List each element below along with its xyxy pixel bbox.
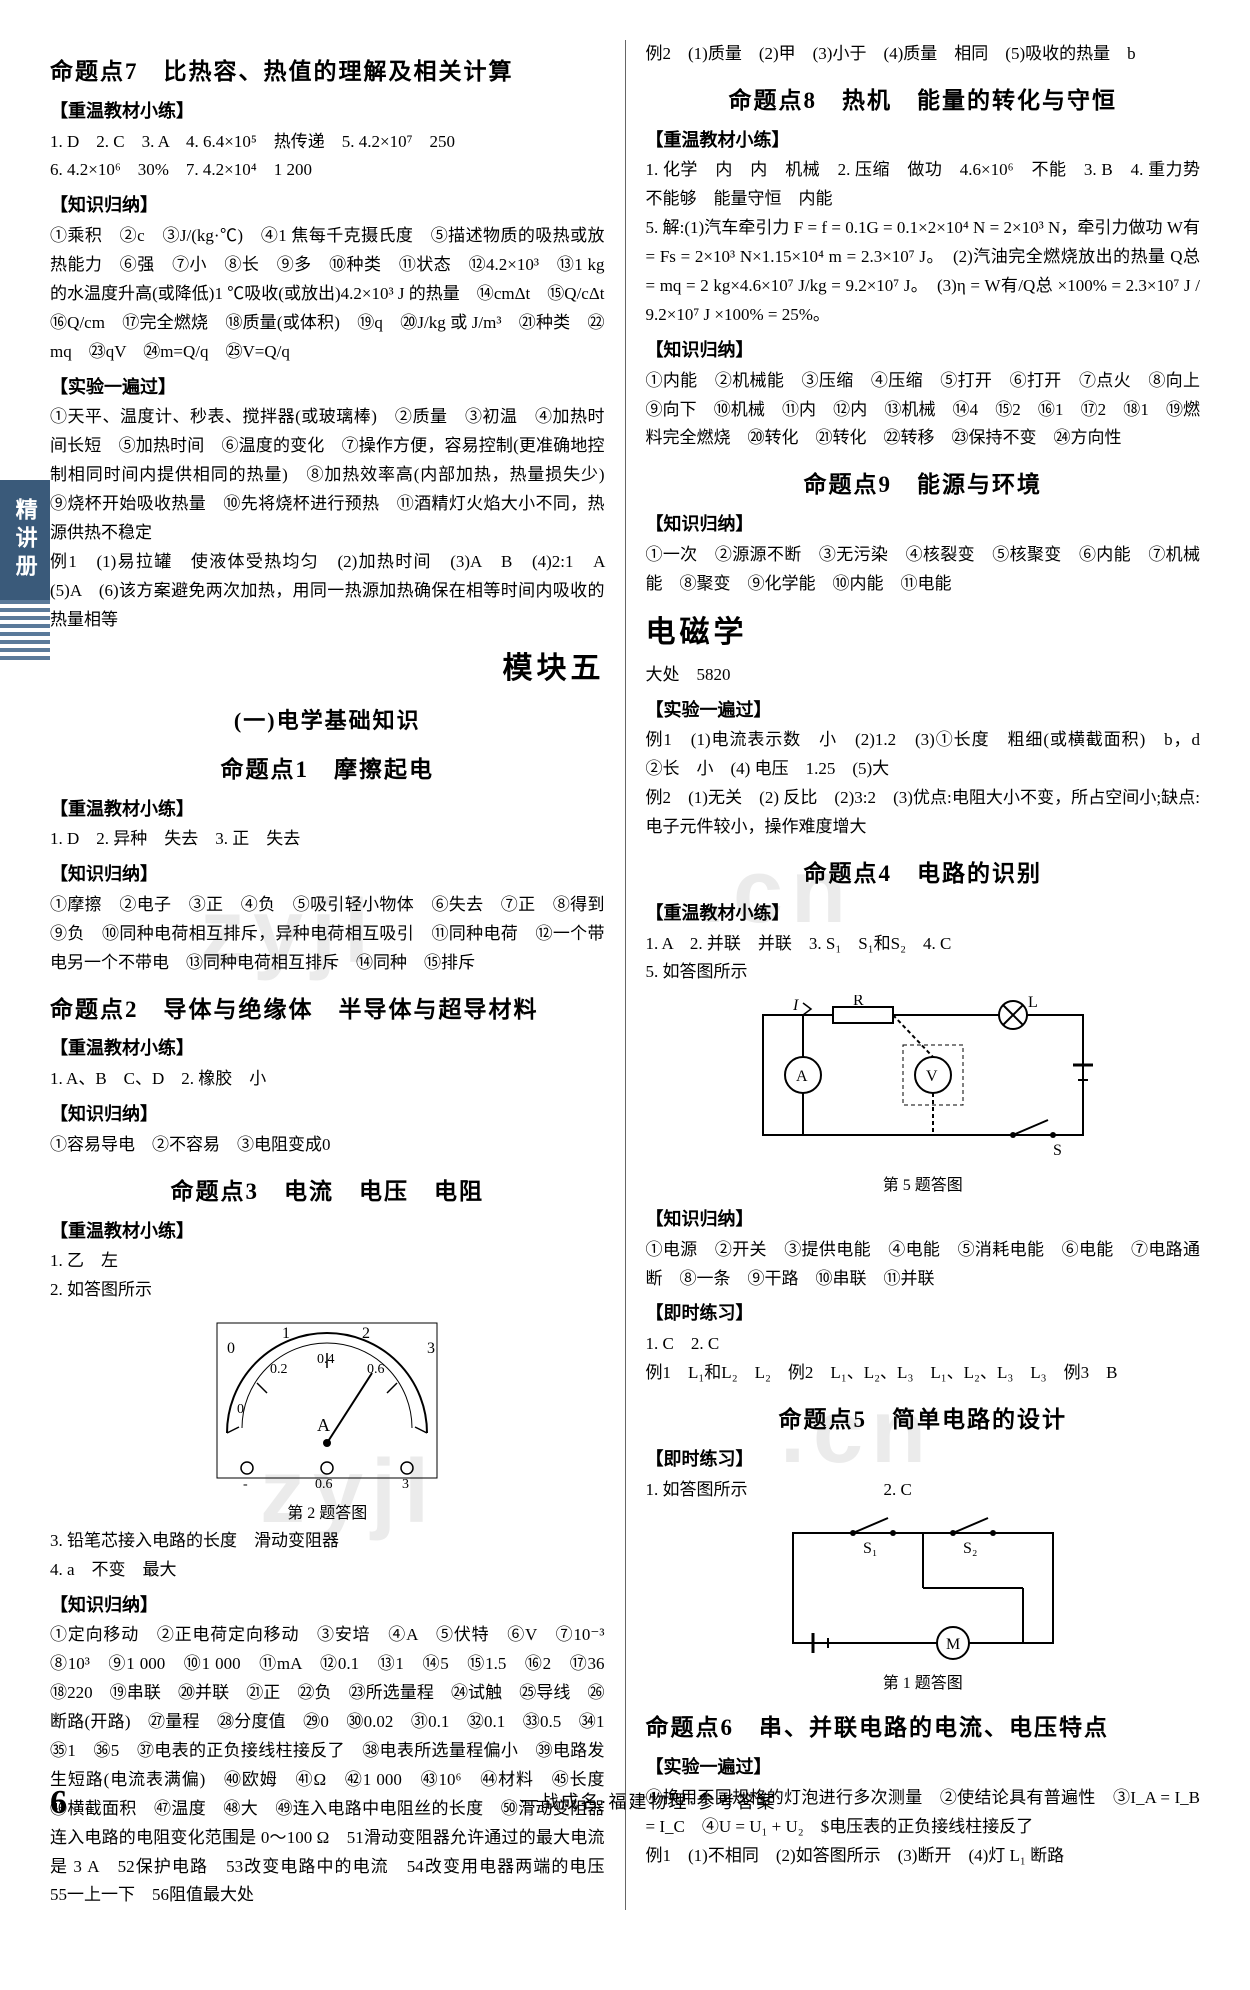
- t3-r2: 2. 如答图所示: [50, 1276, 605, 1305]
- know-label: 【知识归纳】: [50, 1100, 605, 1129]
- side-tab: 精讲册: [0, 480, 50, 600]
- svg-text:3: 3: [427, 1340, 435, 1357]
- t8-k1: ①内能 ②机械能 ③压缩 ④压缩 ⑤打开 ⑥打开 ⑦点火 ⑧向上 ⑨向下 ⑩机械…: [646, 367, 1201, 454]
- review-label: 【重温教材小练】: [50, 1034, 605, 1063]
- svg-text:R: R: [853, 995, 864, 1009]
- t7-r2: 6. 4.2×10⁶ 30% 7. 4.2×10⁴ 1 200: [50, 156, 605, 185]
- svg-text:0: 0: [227, 1340, 235, 1357]
- t8-r5: 5. 解:(1)汽车牵引力 F = f = 0.1G = 0.1×2×10⁴ N…: [646, 214, 1201, 330]
- svg-text:S: S: [1053, 1142, 1062, 1159]
- t4-r1: 1. A 2. 并联 并联 3. S₁ S₁和S₂ 4. C: [646, 930, 1201, 959]
- t3-r4: 4. a 不变 最大: [50, 1556, 605, 1585]
- topic6-title: 命题点6 串、并联电路的电流、电压特点: [646, 1710, 1201, 1747]
- circuit5-figure: R I A V L: [743, 995, 1103, 1165]
- t7-ex1: 例1 (1)易拉罐 使液体受热均匀 (2)加热时间 (3)A B (4)2:1 …: [50, 548, 605, 635]
- footer-text: 一战成名·福建物理·参考答案: [97, 1788, 1200, 1817]
- svg-text:1: 1: [282, 1325, 290, 1342]
- t3-k1: ①定向移动 ②正电荷定向移动 ③安培 ④A ⑤伏特 ⑥V ⑦10⁻³ ⑧10³ …: [50, 1621, 605, 1910]
- review-label: 【重温教材小练】: [50, 97, 605, 126]
- svg-text:2: 2: [362, 1325, 370, 1342]
- know-label: 【知识归纳】: [50, 191, 605, 220]
- topic8-title: 命题点8 热机 能量的转化与守恒: [646, 83, 1201, 120]
- svg-text:0.4: 0.4: [317, 1352, 335, 1367]
- t4-i1: 1. C 2. C: [646, 1330, 1201, 1359]
- big-line: 大处 5820: [646, 661, 1201, 690]
- t6-ex1: 例1 (1)不相同 (2)如答图所示 (3)断开 (4)灯 L₁ 断路: [646, 1842, 1201, 1871]
- t1-r1: 1. D 2. 异种 失去 3. 正 失去: [50, 825, 605, 854]
- circuit1-figure: S₁ S₂ M: [773, 1513, 1073, 1663]
- know-label: 【知识归纳】: [646, 1205, 1201, 1234]
- t7-r1: 1. D 2. C 3. A 4. 6.4×10⁵ 热传递 5. 4.2×10⁷…: [50, 128, 605, 157]
- left-column: 精讲册 命题点7 比热容、热值的理解及相关计算 【重温教材小练】 1. D 2.…: [50, 40, 605, 1910]
- review-label: 【重温教材小练】: [50, 1217, 605, 1246]
- svg-text:I: I: [792, 997, 799, 1014]
- inst-label: 【即时练习】: [646, 1299, 1201, 1328]
- t2-r1: 1. A、B C、D 2. 橡胶 小: [50, 1065, 605, 1094]
- inst-label: 【即时练习】: [646, 1445, 1201, 1474]
- side-stripes: [0, 600, 50, 660]
- svg-text:S₁: S₁: [863, 1540, 877, 1557]
- t3-r3: 3. 铅笔芯接入电路的长度 滑动变阻器: [50, 1527, 605, 1556]
- right-column: 例2 (1)质量 (2)甲 (3)小于 (4)质量 相同 (5)吸收的热量 b …: [646, 40, 1201, 1910]
- svg-text:0.6: 0.6: [315, 1477, 333, 1492]
- t5-figcap: 第 1 题答图: [646, 1671, 1201, 1697]
- r-ex2: 例2 (1)质量 (2)甲 (3)小于 (4)质量 相同 (5)吸收的热量 b: [646, 40, 1201, 69]
- exp-label: 【实验一遍过】: [50, 373, 605, 402]
- t8-r1: 1. 化学 内 内 机械 2. 压缩 做功 4.6×10⁶ 不能 3. B 4.…: [646, 156, 1201, 214]
- t4-r5: 5. 如答图所示: [646, 958, 1201, 987]
- column-divider: [625, 40, 626, 1910]
- t4-i2: 例1 L₁和L₂ L₂ 例2 L₁、L₂、L₃ L₁、L₂、L₃ L₃ 例3 B: [646, 1359, 1201, 1388]
- t7-k1: ①乘积 ②c ③J/(kg·℃) ④1 焦每千克摄氏度 ⑤描述物质的吸热或放热能…: [50, 222, 605, 366]
- t9-k1: ①一次 ②源源不断 ③无污染 ④核裂变 ⑤核聚变 ⑥内能 ⑦机械能 ⑧聚变 ⑨化…: [646, 541, 1201, 599]
- svg-text:-: -: [243, 1477, 248, 1492]
- svg-text:M: M: [946, 1636, 960, 1653]
- topic7-title: 命题点7 比热容、热值的理解及相关计算: [50, 54, 605, 91]
- topic1-title: 命题点1 摩擦起电: [50, 752, 605, 789]
- svg-text:0: 0: [237, 1402, 244, 1417]
- topic3-title: 命题点3 电流 电压 电阻: [50, 1174, 605, 1211]
- topic4-title: 命题点4 电路的识别: [646, 856, 1201, 893]
- know-label: 【知识归纳】: [646, 336, 1201, 365]
- svg-text:L: L: [1028, 995, 1038, 1011]
- topic2-title: 命题点2 导体与绝缘体 半导体与超导材料: [50, 992, 605, 1029]
- review-label: 【重温教材小练】: [646, 899, 1201, 928]
- topic5-title: 命题点5 简单电路的设计: [646, 1402, 1201, 1439]
- r-ex1: 例1 (1)电流表示数 小 (2)1.2 (3)①长度 粗细(或横截面积) b，…: [646, 726, 1201, 784]
- ammeter-figure: 0 1 2 3 0 0.2 0.4 0.6 A - 0.6 3: [187, 1313, 467, 1493]
- t4-figcap: 第 5 题答图: [646, 1173, 1201, 1199]
- t4-k1: ①电源 ②开关 ③提供电能 ④电能 ⑤消耗电能 ⑥电能 ⑦电路通断 ⑧一条 ⑨干…: [646, 1236, 1201, 1294]
- svg-text:A: A: [796, 1068, 808, 1085]
- svg-text:3: 3: [402, 1477, 409, 1492]
- know-label: 【知识归纳】: [50, 860, 605, 889]
- exp-label: 【实验一遍过】: [646, 696, 1201, 725]
- svg-text:S₂: S₂: [963, 1540, 977, 1557]
- t3-r1: 1. 乙 左: [50, 1247, 605, 1276]
- module5-title: 模块五: [50, 645, 605, 693]
- svg-text:V: V: [926, 1068, 938, 1085]
- svg-text:0.2: 0.2: [270, 1362, 288, 1377]
- sub1: (一)电学基础知识: [50, 703, 605, 738]
- know-label: 【知识归纳】: [50, 1591, 605, 1620]
- t3-figcap: 第 2 题答图: [50, 1501, 605, 1527]
- page-number: 6: [50, 1776, 67, 1830]
- svg-text:A: A: [317, 1415, 330, 1435]
- footer: 6 一战成名·福建物理·参考答案: [0, 1776, 1250, 1830]
- topic9-title: 命题点9 能源与环境: [646, 467, 1201, 504]
- t1-k1: ①摩擦 ②电子 ③正 ④负 ⑤吸引轻小物体 ⑥失去 ⑦正 ⑧得到 ⑨负 ⑩同种电…: [50, 891, 605, 978]
- review-label: 【重温教材小练】: [50, 795, 605, 824]
- t5-i1: 1. 如答图所示 2. C: [646, 1476, 1201, 1505]
- t7-e1: ①天平、温度计、秒表、搅拌器(或玻璃棒) ②质量 ③初温 ④加热时间长短 ⑤加热…: [50, 403, 605, 547]
- know-label: 【知识归纳】: [646, 510, 1201, 539]
- module-big: 电磁学: [646, 609, 1201, 657]
- svg-text:0.6: 0.6: [367, 1362, 385, 1377]
- r-ex2b: 例2 (1)无关 (2) 反比 (2)3:2 (3)优点:电阻大小不变，所占空间…: [646, 784, 1201, 842]
- t2-k1: ①容易导电 ②不容易 ③电阻变成0: [50, 1131, 605, 1160]
- review-label: 【重温教材小练】: [646, 126, 1201, 155]
